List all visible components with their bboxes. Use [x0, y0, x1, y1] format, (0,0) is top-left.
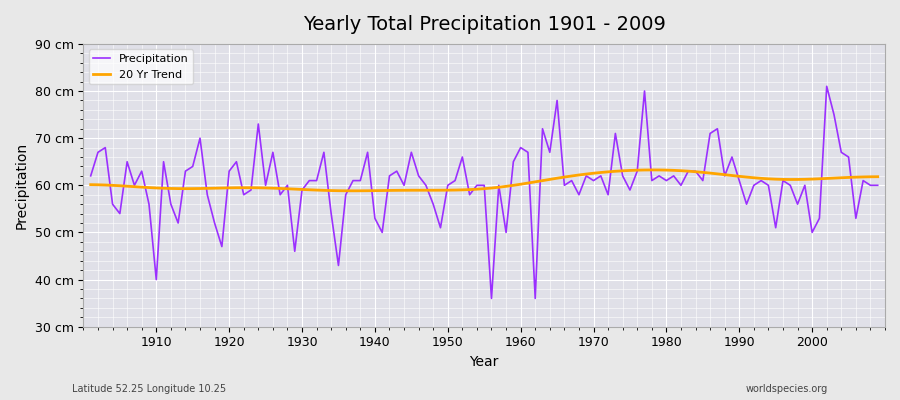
Text: worldspecies.org: worldspecies.org — [746, 384, 828, 394]
20 Yr Trend — [355, 188, 365, 193]
Precipitation — [515, 145, 526, 150]
X-axis label: Year: Year — [470, 355, 499, 369]
20 Yr Trend — [523, 181, 534, 186]
Precipitation — [486, 296, 497, 301]
Y-axis label: Precipitation: Precipitation — [15, 142, 29, 229]
Precipitation — [523, 150, 534, 155]
20 Yr Trend — [515, 182, 526, 187]
Precipitation — [347, 178, 358, 183]
20 Yr Trend — [144, 185, 155, 190]
Legend: Precipitation, 20 Yr Trend: Precipitation, 20 Yr Trend — [89, 50, 194, 84]
20 Yr Trend — [610, 169, 621, 174]
Precipitation — [822, 84, 832, 89]
Precipitation — [304, 178, 315, 183]
Line: 20 Yr Trend: 20 Yr Trend — [91, 170, 878, 191]
Title: Yearly Total Precipitation 1901 - 2009: Yearly Total Precipitation 1901 - 2009 — [302, 15, 666, 34]
Precipitation — [610, 131, 621, 136]
20 Yr Trend — [872, 174, 883, 179]
Precipitation — [872, 183, 883, 188]
20 Yr Trend — [347, 188, 358, 193]
Line: Precipitation: Precipitation — [91, 86, 878, 298]
Precipitation — [144, 202, 155, 206]
Precipitation — [86, 174, 96, 178]
Text: Latitude 52.25 Longitude 10.25: Latitude 52.25 Longitude 10.25 — [72, 384, 226, 394]
20 Yr Trend — [304, 187, 315, 192]
20 Yr Trend — [646, 168, 657, 172]
20 Yr Trend — [86, 182, 96, 187]
